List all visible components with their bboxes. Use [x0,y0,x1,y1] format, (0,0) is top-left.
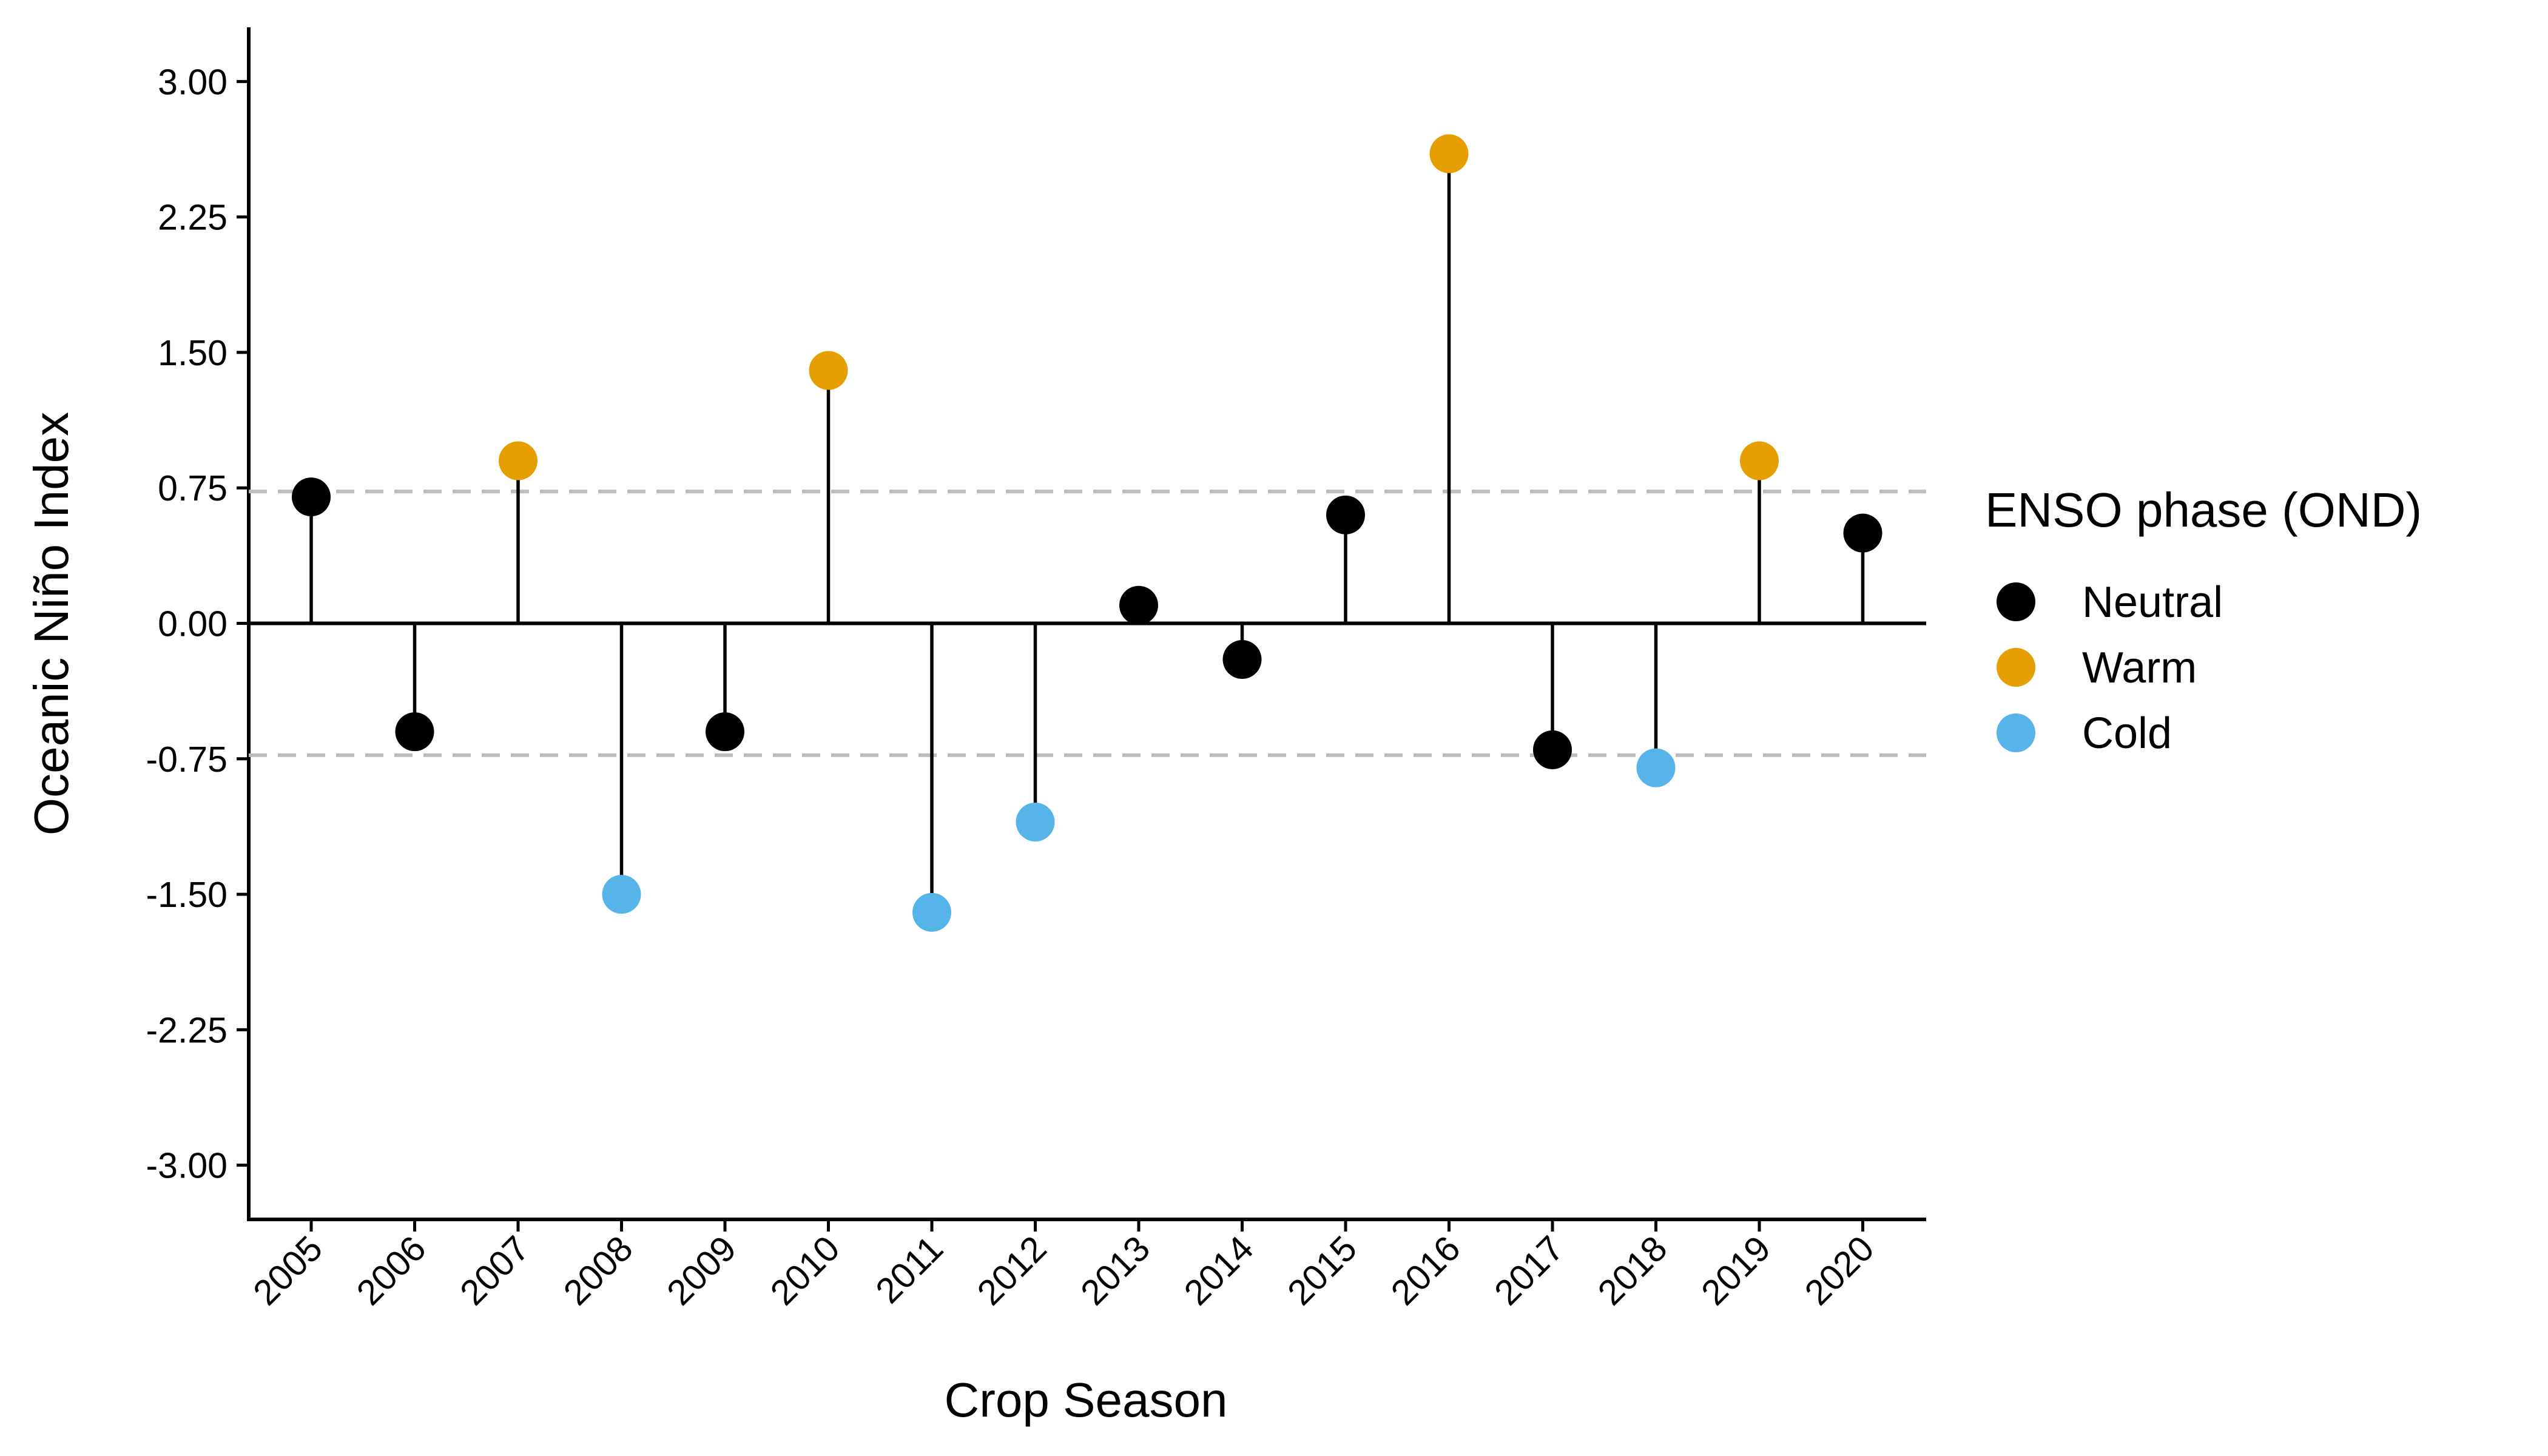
reference-lines [249,490,1926,757]
x-tick-label: 2017 [1487,1228,1571,1313]
legend-title: ENSO phase (OND) [1985,483,2422,537]
y-tick-label: -3.00 [146,1146,228,1186]
y-tick-label: -1.50 [146,875,228,915]
x-tick-label: 2014 [1176,1228,1261,1313]
lollipop-point [706,712,744,752]
y-tick-label: -0.75 [146,740,228,780]
x-tick-label: 2019 [1694,1228,1778,1313]
y-tick-label: 3.00 [158,62,228,102]
x-tick-label: 2013 [1073,1228,1158,1313]
lollipop-point [1533,730,1572,769]
x-tick-label: 2008 [556,1228,640,1313]
lollipop-point [912,892,951,932]
y-tick-label: 2.25 [158,198,228,238]
legend-key-warm [1997,648,2035,687]
lollipop-stems [309,153,1865,912]
y-tick-label: 0.75 [158,468,228,508]
lollipop-point [1326,495,1365,534]
lollipop-point [1740,441,1779,480]
x-tick-label: 2015 [1280,1228,1364,1313]
lollipop-point [395,712,434,752]
legend-label-cold: Cold [2082,709,2172,758]
lollipop-point [809,351,848,390]
y-axis-title: Oceanic Niño Index [24,412,78,835]
lollipop-point [1429,134,1469,174]
lollipop-point [602,875,641,914]
y-tick-label: -2.25 [146,1010,228,1050]
lollipop-point [499,441,538,480]
x-tick-label: 2016 [1383,1228,1468,1313]
x-tick-label: 2006 [349,1228,433,1313]
legend-key-cold [1997,713,2035,752]
legend: ENSO phase (OND) Neutral Warm Cold [1985,483,2422,758]
x-tick-label: 2007 [453,1228,537,1313]
legend-key-neutral [1997,582,2035,621]
x-axis: 2005 2006 2007 2008 2009 2010 2011 2012 2013 2014… [246,1218,1926,1313]
x-tick-label: 2009 [659,1228,744,1313]
x-tick-label: 2005 [246,1228,330,1313]
x-tick-label: 2020 [1797,1228,1881,1313]
x-axis-title: Crop Season [945,1373,1228,1427]
lollipop-point [1843,513,1882,553]
y-tick-label: 1.50 [158,333,228,373]
x-tick-label: 2012 [969,1228,1054,1313]
legend-label-neutral: Neutral [2082,578,2223,627]
lollipop-points [292,134,1882,932]
x-tick-label: 2011 [868,1228,951,1311]
y-axis: 3.00 2.25 1.50 0.75 0.00 -0.75 -1.50 -2.25 -3.00 [146,27,251,1219]
lollipop-point [1222,640,1262,679]
y-tick-label: 0.00 [158,604,228,644]
x-tick-label: 2010 [763,1228,847,1313]
legend-label-warm: Warm [2082,644,2197,692]
lollipop-point [292,477,331,517]
lollipop-point [1636,748,1676,787]
lollipop-point [1016,803,1055,841]
x-tick-label: 2018 [1590,1228,1674,1313]
lollipop-point [1119,585,1158,625]
